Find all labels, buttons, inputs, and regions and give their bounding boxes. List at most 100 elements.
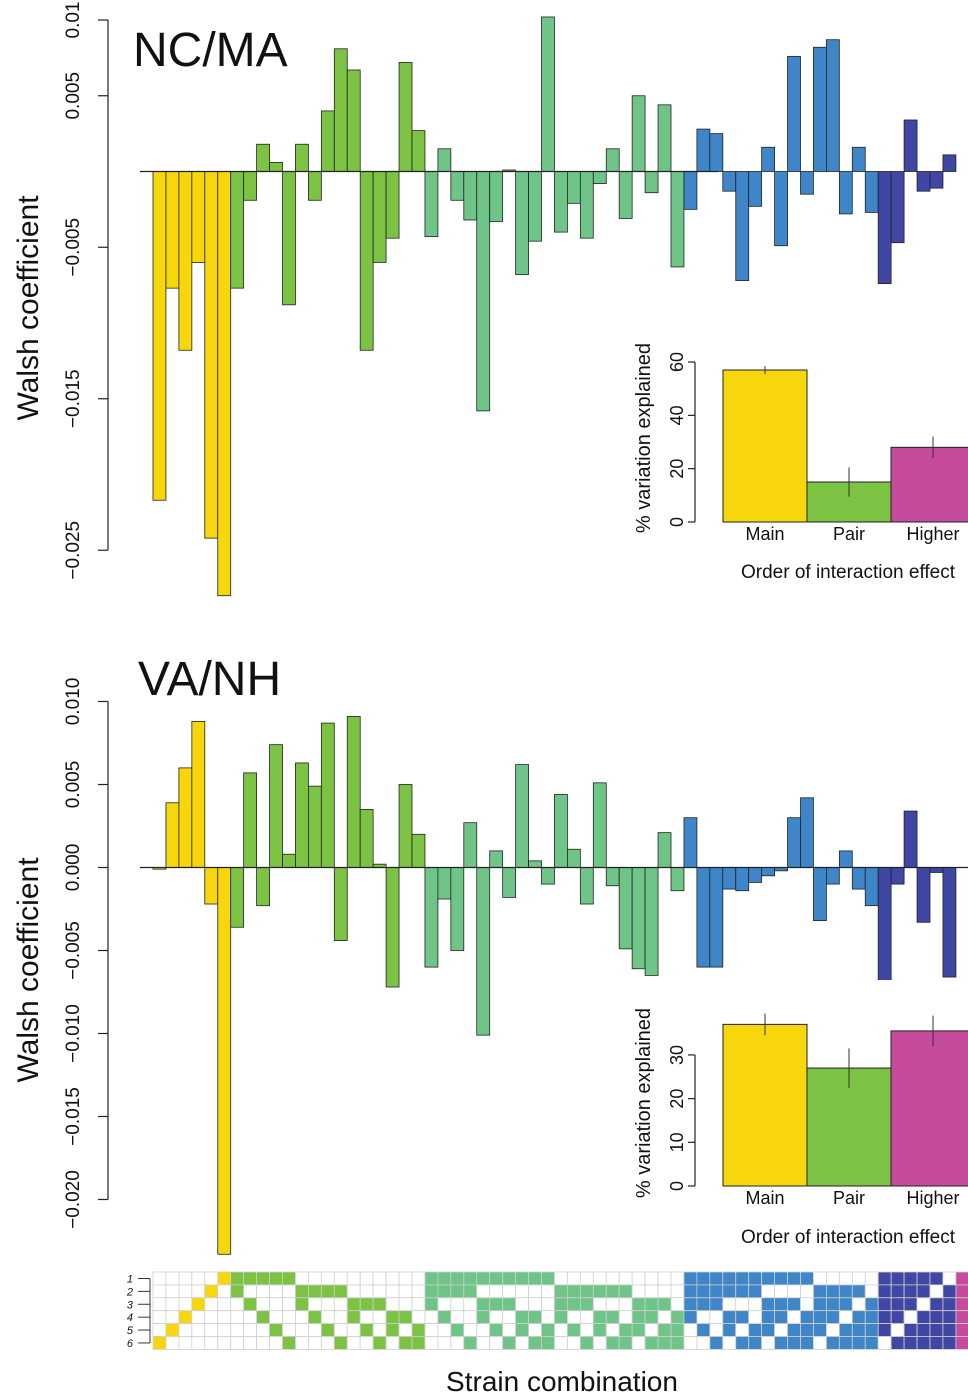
- grid-cell: [515, 1297, 529, 1312]
- walsh-bar: [398, 62, 413, 172]
- grid-cell: [515, 1323, 529, 1337]
- walsh-bar: [217, 867, 232, 1255]
- walsh-bar: [890, 867, 905, 885]
- grid-cell: [864, 1323, 879, 1337]
- walsh-bar: [191, 721, 206, 868]
- grid-cell: [929, 1297, 944, 1312]
- grid-cell: [618, 1271, 633, 1286]
- grid-cell: [230, 1271, 245, 1286]
- grid-cell: [541, 1310, 555, 1324]
- grid-cell: [579, 1310, 594, 1324]
- walsh-bar: [385, 171, 400, 239]
- grid-cell: [372, 1284, 387, 1299]
- inset-category-label: Pair: [833, 1188, 865, 1208]
- grid-cell: [333, 1310, 348, 1324]
- grid-cell: [774, 1336, 788, 1350]
- grid-cell: [282, 1310, 296, 1324]
- grid-cell: [243, 1323, 257, 1337]
- grid-cell: [411, 1297, 426, 1312]
- walsh-bar: [230, 171, 245, 289]
- grid-cell: [256, 1310, 270, 1324]
- grid-cell: [295, 1284, 309, 1299]
- grid-cell: [709, 1323, 724, 1337]
- grid-cell: [217, 1323, 232, 1337]
- grid-cell: [605, 1323, 620, 1337]
- grid-cell: [851, 1323, 866, 1337]
- walsh-bar: [269, 744, 283, 868]
- grid-cell: [851, 1271, 866, 1286]
- grid-cell: [463, 1271, 478, 1286]
- grid-cell: [411, 1271, 426, 1286]
- walsh-bar: [605, 148, 620, 172]
- grid-cell: [774, 1297, 788, 1312]
- inset-x-label: Order of interaction effect: [741, 562, 956, 583]
- grid-cell: [567, 1310, 581, 1324]
- grid-cell: [748, 1271, 763, 1286]
- grid-cell: [256, 1323, 270, 1337]
- walsh-bar: [774, 171, 788, 247]
- grid-cell: [722, 1323, 737, 1337]
- grid-cell: [359, 1323, 374, 1337]
- walsh-bar: [644, 171, 659, 194]
- grid-cell: [709, 1284, 724, 1299]
- grid-cell: [191, 1323, 206, 1337]
- grid-cell: [230, 1336, 245, 1350]
- grid-cell: [670, 1284, 685, 1299]
- grid-cell: [502, 1297, 516, 1312]
- grid-cell: [826, 1297, 840, 1312]
- walsh-bar: [813, 867, 827, 922]
- grid-row-label: 6: [127, 1338, 134, 1350]
- grid-cell: [528, 1336, 542, 1350]
- grid-cell: [463, 1297, 478, 1312]
- walsh-bar: [631, 95, 646, 172]
- walsh-bar: [243, 171, 257, 201]
- grid-cell: [463, 1284, 478, 1299]
- grid-cell: [826, 1336, 840, 1350]
- walsh-bar: [787, 817, 801, 868]
- grid-cell: [463, 1336, 478, 1350]
- grid-cell: [942, 1336, 957, 1350]
- grid-cell: [955, 1323, 968, 1337]
- inset-y-tick-label: 10: [667, 1132, 687, 1152]
- inset-category-label: Higher: [906, 524, 959, 544]
- grid-cell: [903, 1271, 918, 1286]
- inset-y-tick-label: 40: [667, 405, 687, 425]
- grid-cell: [890, 1323, 905, 1337]
- grid-cell: [256, 1271, 270, 1286]
- grid-cell: [683, 1310, 698, 1324]
- y-tick-label: −0.015: [63, 369, 84, 428]
- inset-category-label: Main: [745, 1188, 784, 1208]
- grid-cell: [800, 1323, 814, 1337]
- walsh-bar: [191, 171, 206, 263]
- grid-cell: [359, 1271, 374, 1286]
- grid-cell: [916, 1271, 931, 1286]
- grid-cell: [838, 1336, 853, 1350]
- inset-x-label: Order of interaction effect: [741, 1227, 956, 1248]
- grid-cell: [437, 1310, 452, 1324]
- grid-cell: [748, 1323, 763, 1337]
- y-tick-label: 0.010: [63, 678, 84, 726]
- grid-cell: [826, 1284, 840, 1299]
- grid-cell: [295, 1323, 309, 1337]
- grid-row-label: 5: [127, 1325, 134, 1337]
- grid-cell: [618, 1284, 633, 1299]
- grid-cell: [178, 1310, 193, 1324]
- walsh-bar: [735, 867, 750, 892]
- inset-y-axis: 0 20 40 60: [667, 352, 696, 527]
- grid-cell: [864, 1297, 879, 1312]
- grid-cell: [333, 1284, 348, 1299]
- grid-cell: [282, 1336, 296, 1350]
- grid-cell: [307, 1284, 322, 1299]
- grid-cell: [605, 1284, 620, 1299]
- grid-cell: [230, 1310, 245, 1324]
- grid-cell: [618, 1336, 633, 1350]
- inset-y-tick-label: 20: [667, 459, 687, 479]
- walsh-bar: [463, 822, 478, 868]
- grid-cell: [476, 1297, 491, 1312]
- grid-cell: [528, 1323, 542, 1337]
- grid-cell: [165, 1323, 180, 1337]
- grid-cell: [813, 1284, 827, 1299]
- grid-cell: [813, 1297, 827, 1312]
- grid-cell: [528, 1284, 542, 1299]
- grid-cell: [579, 1297, 594, 1312]
